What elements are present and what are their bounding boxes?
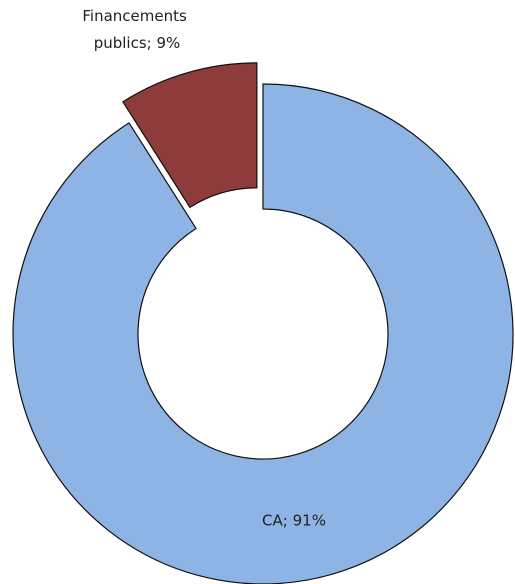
- slice: [12, 83, 514, 584]
- data-label: CA; 91%: [262, 512, 326, 530]
- slice: [122, 62, 258, 209]
- data-label: Financements publics; 9%: [82, 7, 191, 52]
